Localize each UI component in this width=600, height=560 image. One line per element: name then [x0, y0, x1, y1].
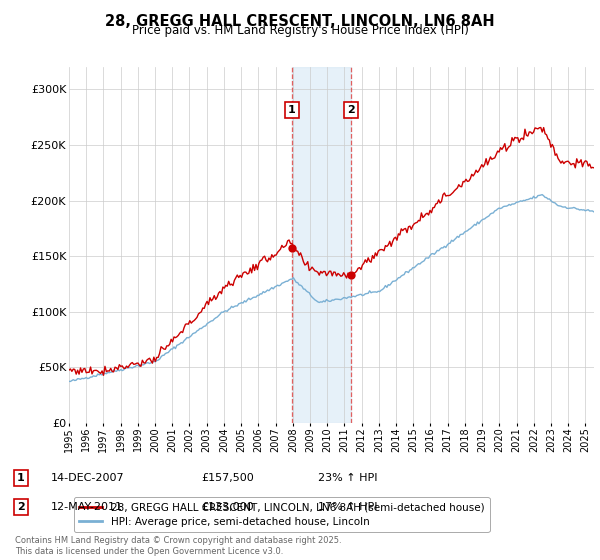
Text: 28, GREGG HALL CRESCENT, LINCOLN, LN6 8AH: 28, GREGG HALL CRESCENT, LINCOLN, LN6 8A… — [105, 14, 495, 29]
Text: 1: 1 — [17, 473, 25, 483]
Text: £157,500: £157,500 — [201, 473, 254, 483]
Text: 14-DEC-2007: 14-DEC-2007 — [51, 473, 125, 483]
Text: Price paid vs. HM Land Registry's House Price Index (HPI): Price paid vs. HM Land Registry's House … — [131, 24, 469, 37]
Text: 12-MAY-2011: 12-MAY-2011 — [51, 502, 123, 512]
Text: 1: 1 — [288, 105, 296, 115]
Text: £133,000: £133,000 — [201, 502, 254, 512]
Text: 17% ↑ HPI: 17% ↑ HPI — [318, 502, 377, 512]
Legend: 28, GREGG HALL CRESCENT, LINCOLN, LN6 8AH (semi-detached house), HPI: Average pr: 28, GREGG HALL CRESCENT, LINCOLN, LN6 8A… — [74, 497, 490, 532]
Text: Contains HM Land Registry data © Crown copyright and database right 2025.
This d: Contains HM Land Registry data © Crown c… — [15, 536, 341, 556]
Text: 2: 2 — [347, 105, 355, 115]
Text: 2: 2 — [17, 502, 25, 512]
Bar — [292, 67, 351, 423]
Text: 23% ↑ HPI: 23% ↑ HPI — [318, 473, 377, 483]
